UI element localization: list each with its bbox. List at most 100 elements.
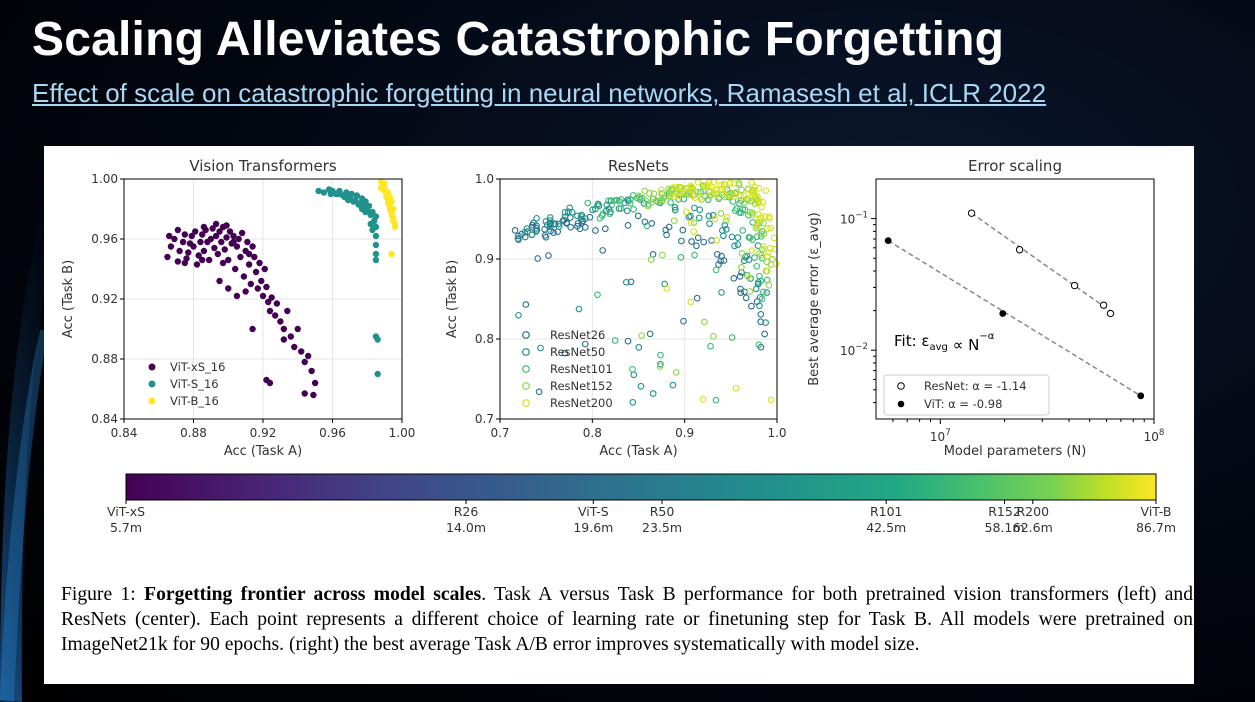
data-point	[687, 219, 695, 227]
data-point	[721, 221, 729, 229]
data-point	[251, 253, 258, 261]
data-point	[589, 206, 596, 214]
data-point	[514, 235, 522, 242]
data-point	[212, 232, 220, 240]
data-point	[709, 211, 717, 219]
data-point	[705, 212, 713, 220]
data-point	[722, 226, 730, 233]
data-point	[198, 231, 206, 238]
data-point	[546, 217, 554, 224]
data-point	[374, 370, 381, 378]
data-point	[690, 219, 698, 226]
y-tick-label: 0.88	[91, 352, 118, 366]
data-point	[646, 330, 654, 338]
data-point	[720, 232, 727, 240]
data-point	[763, 276, 771, 284]
data-point	[762, 187, 770, 195]
data-point	[258, 277, 265, 285]
data-point	[218, 238, 225, 246]
data-point	[693, 294, 701, 302]
data-point	[739, 227, 747, 234]
legend-label: ResNet: α = -1.14	[924, 379, 1027, 393]
data-point	[214, 250, 222, 258]
data-point	[599, 247, 607, 254]
data-point	[748, 302, 755, 310]
slide-title: Scaling Alleviates Catastrophic Forgetti…	[32, 13, 1005, 66]
data-point	[546, 214, 554, 221]
data-point	[752, 285, 760, 293]
data-point	[749, 236, 756, 244]
data-point	[369, 208, 376, 216]
data-point	[731, 207, 739, 214]
data-point	[659, 194, 667, 201]
data-point	[758, 295, 766, 303]
data-point	[573, 212, 581, 220]
data-point	[694, 178, 702, 186]
data-point	[311, 379, 319, 387]
data-point	[700, 238, 708, 246]
paper-reference-link[interactable]: Effect of scale on catastrophic forgetti…	[32, 78, 1047, 108]
data-point	[723, 214, 731, 221]
data-point	[746, 195, 754, 202]
colorbar-model-size: 86.7m	[1136, 520, 1176, 535]
y-tick-label: 0.84	[91, 412, 118, 426]
data-point	[722, 217, 730, 225]
data-point	[575, 305, 583, 313]
data-point	[720, 180, 728, 188]
colorbar-model-size: 42.5m	[866, 520, 906, 535]
x-tick-label: 0.9	[675, 426, 694, 440]
data-point	[657, 351, 664, 359]
data-point	[561, 208, 569, 216]
x-tick-label: 1.0	[767, 426, 786, 440]
colorbar-model-size: 19.6m	[573, 520, 613, 535]
caption-bold: Forgetting frontier across model scales	[144, 584, 482, 605]
resnet-scatter-plot: 0.7 0.8 0.9 1.0 0.7 0.8 0.9 1.0 ResNets Acc (Task…	[445, 157, 787, 459]
data-point	[663, 285, 671, 292]
data-point	[629, 398, 637, 406]
data-point	[219, 259, 227, 267]
legend-label: ResNet26	[550, 328, 605, 342]
x-tick-label: 0.7	[490, 426, 509, 440]
data-point	[738, 263, 745, 271]
data-point	[741, 288, 748, 296]
data-point	[634, 212, 642, 220]
data-point	[650, 190, 658, 198]
data-point	[535, 388, 543, 396]
caption-label: Figure 1:	[61, 584, 136, 605]
data-point	[757, 277, 765, 285]
legend-label: ViT-B_16	[170, 394, 219, 408]
data-point	[565, 208, 572, 216]
data-point	[681, 189, 688, 196]
data-point	[740, 257, 748, 265]
data-point	[649, 390, 657, 397]
colorbar-model-name: R101	[870, 504, 903, 519]
data-point	[355, 201, 362, 208]
data-point	[630, 371, 638, 379]
y-tick-label: 1.0	[475, 172, 494, 186]
data-point	[677, 254, 685, 261]
data-point	[555, 220, 562, 228]
data-point	[726, 179, 734, 187]
data-point	[765, 215, 773, 222]
data-point	[689, 192, 697, 199]
data-point	[713, 251, 721, 258]
data-point	[711, 215, 719, 223]
error-scaling-plot: 107 108 10−2 10−1 Error scaling Model paramet…	[807, 157, 1164, 459]
data-point	[757, 230, 764, 238]
data-point	[198, 256, 206, 264]
data-point	[764, 267, 771, 275]
data-point	[179, 238, 187, 246]
data-point	[266, 379, 274, 387]
data-point	[622, 278, 630, 286]
data-point	[372, 250, 380, 258]
data-point	[669, 381, 677, 389]
colorbar-model-name: ViT-xS	[107, 504, 145, 519]
data-point	[759, 198, 767, 206]
data-point	[365, 202, 373, 210]
data-point	[171, 235, 178, 243]
data-point	[630, 205, 637, 213]
data-point	[753, 262, 761, 270]
data-point	[235, 235, 242, 243]
data-point	[511, 227, 519, 234]
data-point	[522, 301, 530, 308]
